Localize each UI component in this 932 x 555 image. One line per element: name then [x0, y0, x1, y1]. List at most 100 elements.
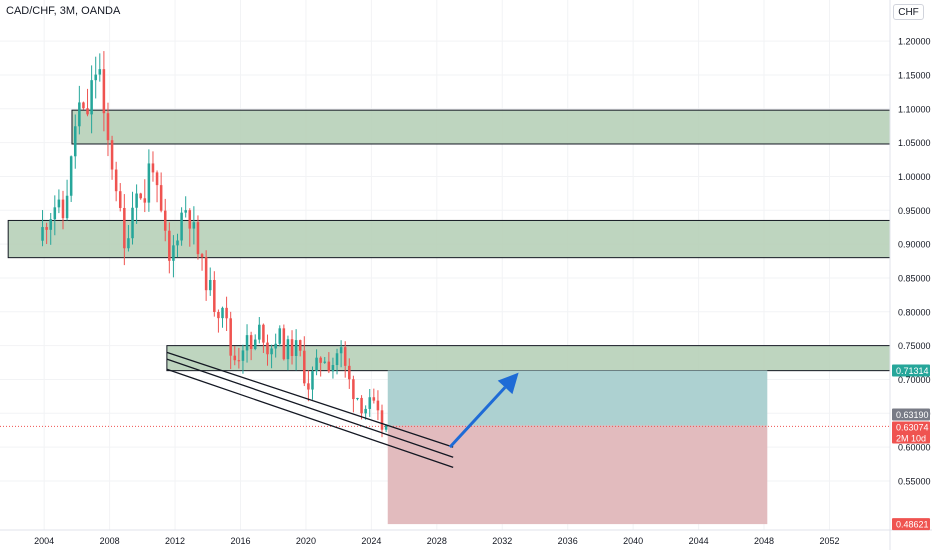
x-tick-label: 2004 [34, 536, 54, 546]
candle-body [45, 227, 48, 230]
y-tick-label: 0.55000 [898, 476, 931, 486]
candle-body [73, 126, 77, 157]
x-tick-label: 2028 [427, 536, 447, 546]
candle-body [180, 212, 183, 241]
candle-body [82, 102, 85, 109]
x-tick-label: 2032 [492, 536, 512, 546]
candle-body [294, 340, 298, 357]
y-tick-label: 0.85000 [898, 273, 931, 283]
candle-body [307, 383, 310, 390]
candle-body [78, 102, 81, 127]
currency-button[interactable]: CHF [893, 4, 924, 20]
target-price-label-bg [892, 364, 930, 377]
zones [7, 109, 891, 372]
candle-body [151, 163, 155, 173]
candle-body [184, 210, 187, 213]
candle-body [286, 339, 290, 360]
candle-body [343, 347, 347, 366]
candle-body [311, 370, 314, 390]
candle-body [114, 169, 118, 192]
candle-body [384, 424, 388, 430]
y-tick-label: 1.20000 [898, 37, 931, 47]
candle-body [225, 307, 228, 319]
supply-demand-zone[interactable] [71, 109, 891, 145]
candle-body [69, 156, 73, 196]
arrow-head[interactable] [497, 372, 519, 395]
candle-body [315, 357, 318, 371]
candle-body [102, 69, 106, 114]
target-price-label-text: 0.71314 [896, 366, 929, 376]
candle-body [372, 397, 376, 401]
stop-price-label-text: 0.48621 [896, 519, 929, 529]
candle-body [135, 193, 138, 208]
long-position[interactable] [0, 370, 890, 525]
candle-body [172, 245, 175, 261]
supply-demand-zone[interactable] [7, 219, 891, 259]
candle-body [110, 140, 114, 170]
current-price-label-text: 0.63074 [896, 422, 929, 432]
candle-body [270, 348, 273, 355]
stop-loss-area[interactable] [387, 425, 768, 525]
candle-body [319, 357, 322, 363]
candle-body [131, 207, 134, 239]
candle-body [163, 210, 167, 231]
arrow-shaft[interactable] [448, 386, 507, 449]
candle-body [196, 222, 200, 255]
channel-trendline[interactable] [166, 368, 454, 469]
candle-body [249, 335, 253, 350]
x-tick-label: 2052 [819, 536, 839, 546]
candle-body [106, 113, 110, 141]
candle-body [327, 361, 331, 372]
candle-body [352, 379, 355, 400]
current-price-label-text: 2M 10d [896, 433, 926, 443]
candle-body [278, 328, 282, 344]
candle-body [213, 279, 216, 312]
x-tick-label: 2024 [361, 536, 381, 546]
candle-body [176, 240, 179, 246]
x-tick-label: 2012 [165, 536, 185, 546]
candle-body [208, 279, 212, 291]
candle-body [57, 199, 61, 208]
candle-body [204, 257, 208, 291]
x-tick-label: 2008 [100, 536, 120, 546]
y-tick-label: 1.05000 [898, 138, 931, 148]
candle-body [127, 238, 130, 249]
x-tick-label: 2044 [689, 536, 709, 546]
candle-body [147, 163, 151, 203]
y-tick-label: 1.00000 [898, 172, 931, 182]
current-price-label-bg [892, 421, 930, 444]
candle-body [266, 342, 269, 355]
candle-body [376, 400, 380, 411]
y-tick-label: 0.70000 [898, 375, 931, 385]
channel-trendline[interactable] [166, 358, 454, 458]
y-tick-label: 0.80000 [898, 307, 931, 317]
candle-body [192, 222, 196, 229]
channel-trendline[interactable] [166, 351, 454, 448]
candle-body [262, 324, 265, 343]
candle-body [49, 219, 52, 230]
candle-body [159, 185, 163, 211]
profit-target-area[interactable] [387, 370, 768, 426]
candle-body [221, 307, 224, 319]
candle-body [217, 311, 220, 319]
candle-body [98, 69, 102, 75]
projection-arrow[interactable] [448, 372, 519, 449]
x-tick-label: 2036 [558, 536, 578, 546]
candle-body [139, 193, 142, 199]
x-tick-label: 2016 [230, 536, 250, 546]
trend-channel[interactable] [166, 351, 454, 469]
candle-body [368, 397, 372, 409]
candle-body [143, 198, 147, 203]
candle-body [290, 339, 294, 357]
candle-body [168, 230, 171, 261]
candle-body [94, 74, 97, 81]
symbol-title: CAD/CHF, 3M, OANDA [6, 5, 121, 17]
candle-body [335, 353, 339, 366]
candle-body [323, 361, 327, 363]
x-tick-label: 2040 [623, 536, 643, 546]
candle-body [356, 397, 359, 400]
